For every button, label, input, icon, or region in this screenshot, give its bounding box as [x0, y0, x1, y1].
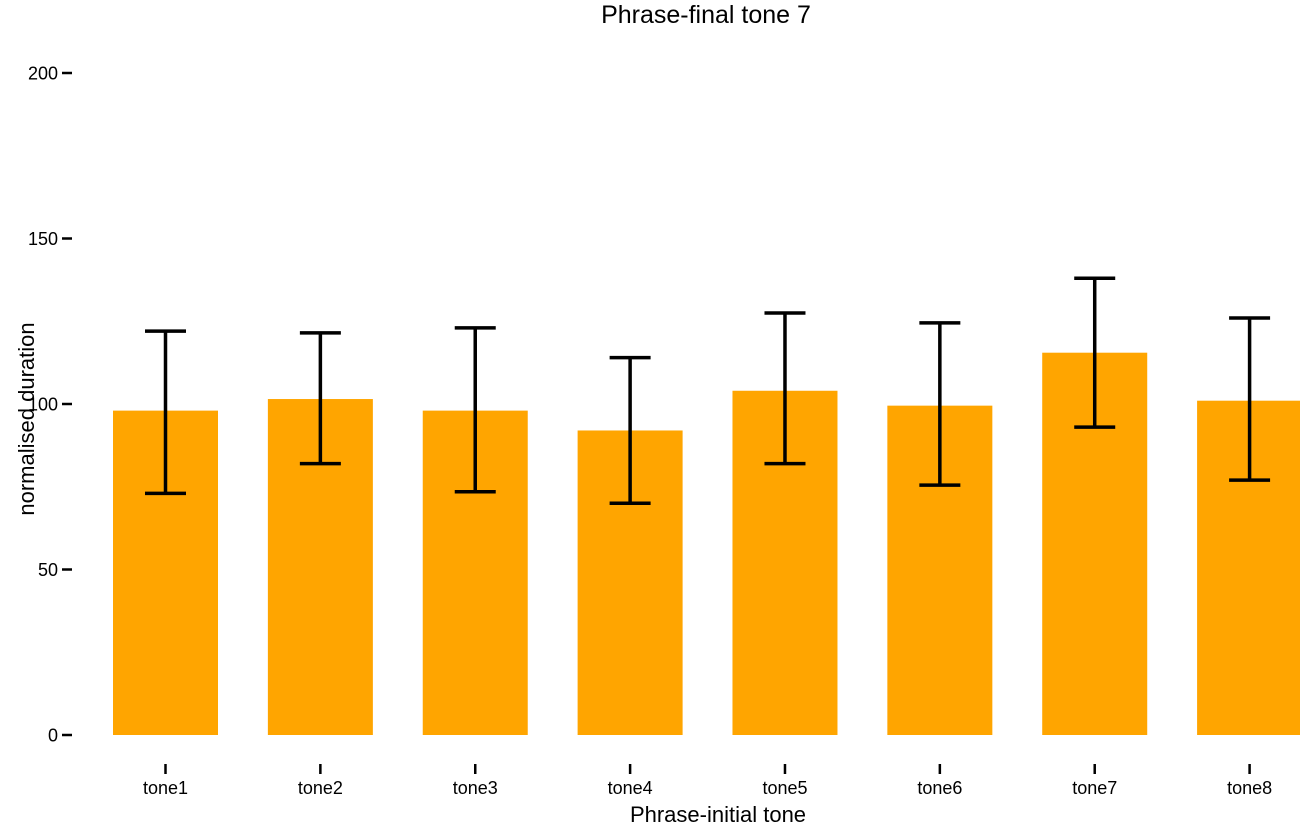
x-axis-title: Phrase-initial tone — [629, 802, 807, 827]
y-axis-title: normalised duration — [14, 322, 39, 516]
y-tick-label-50: 50 — [38, 560, 58, 580]
y-tick-label-100: 100 — [28, 395, 58, 415]
x-tick-label-tone3: tone3 — [453, 778, 498, 798]
x-tick-label-tone6: tone6 — [917, 778, 962, 798]
y-tick-label-150: 150 — [28, 229, 58, 249]
x-tick-label-tone1: tone1 — [143, 778, 188, 798]
x-tick-label-tone8: tone8 — [1227, 778, 1272, 798]
chart-title: Phrase-final tone 7 — [601, 1, 811, 29]
y-tick-label-0: 0 — [48, 726, 58, 746]
x-tick-label-tone5: tone5 — [762, 778, 807, 798]
x-tick-label-tone4: tone4 — [608, 778, 653, 798]
x-tick-label-tone7: tone7 — [1072, 778, 1117, 798]
x-tick-label-tone2: tone2 — [298, 778, 343, 798]
y-tick-label-200: 200 — [28, 64, 58, 84]
